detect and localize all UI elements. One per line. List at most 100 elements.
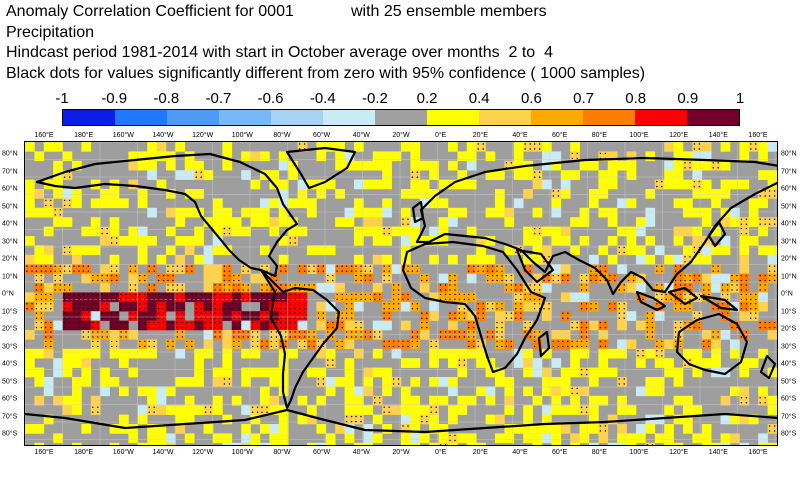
correlation-cell [175,348,186,359]
correlation-cell [476,339,486,350]
significance-dot [355,321,357,324]
significance-dot [463,317,466,319]
correlation-cell [90,217,101,227]
correlation-cell [372,254,383,265]
significance-dot [68,265,71,267]
significance-dot [684,364,686,366]
significance-dot [242,284,244,286]
correlation-cell [62,320,73,331]
significance-dot [689,284,691,286]
correlation-cell [222,367,233,378]
significance-dot [661,265,663,267]
significance-dot [195,312,197,314]
significance-dot [661,185,663,188]
correlation-cell [260,283,270,293]
correlation-cell [316,320,327,331]
significance-dot [40,284,43,286]
significance-dot [40,293,43,296]
significance-dot [435,345,437,348]
significance-dot [289,312,291,314]
significance-dot [40,326,43,329]
significance-dot [689,321,691,324]
significance-dot [369,331,372,333]
significance-dot [50,331,52,333]
correlation-cell [777,142,778,152]
correlation-cell [137,339,148,350]
significance-dot [350,293,353,296]
correlation-cell [231,320,242,331]
correlation-cell [335,311,345,321]
correlation-cell [419,283,430,293]
correlation-cell [260,395,270,406]
significance-dot [266,326,268,329]
correlation-cell [297,330,308,340]
correlation-cell [213,367,223,378]
latitude-tick-label: 30°N [2,238,18,245]
coast-south-america [259,268,341,410]
correlation-cell [62,283,73,293]
significance-dot [486,336,489,338]
significance-dot [689,359,691,361]
latitude-tick-label: 50°N [2,203,18,210]
correlation-cell [222,292,233,303]
correlation-cell [636,292,646,303]
correlation-cell [476,264,486,274]
correlation-cell [119,236,129,246]
significance-dot [275,312,278,314]
correlation-cell [109,339,120,350]
correlation-cell [184,160,195,171]
correlation-cell [720,414,731,425]
correlation-cell [570,142,580,152]
correlation-cell [523,264,533,274]
significance-dot [585,303,588,305]
significance-dot [388,317,390,319]
significance-dot [280,321,282,324]
correlation-cell [645,377,656,387]
significance-dot [708,289,710,291]
correlation-cell [551,405,562,415]
significance-dot [87,265,90,267]
correlation-cell [166,283,176,293]
correlation-cell [269,405,280,415]
correlation-cell [767,170,777,180]
significance-dot [251,331,254,333]
longitude-tick-label: 40°W [352,132,370,139]
significance-dot [153,284,155,286]
significance-dot [256,317,259,319]
correlation-cell [250,311,261,321]
significance-dot [110,237,113,239]
correlation-cell [720,160,731,171]
significance-dot [397,378,400,380]
significance-dot [110,270,113,272]
correlation-cell [607,273,618,284]
correlation-cell [664,424,674,434]
significance-dot [717,265,719,267]
significance-dot [195,298,197,301]
significance-dot [214,321,216,324]
significance-dot [186,340,188,343]
correlation-cell [429,170,439,180]
colorbar-segment [63,110,115,125]
significance-dot [689,298,691,301]
significance-dot [148,345,150,348]
significance-dot [200,293,202,296]
correlation-cell [438,198,449,209]
significance-dot [501,265,503,267]
correlation-cell [288,170,298,180]
correlation-cell [401,442,411,445]
correlation-cell [119,358,129,368]
significance-dot [750,148,752,150]
correlation-cell [645,320,656,331]
significance-dot [313,336,315,338]
longitude-tick-label: 140°E [708,132,728,139]
correlation-cell [128,348,139,359]
significance-dot [374,293,376,296]
significance-dot [35,326,38,329]
significance-dot [740,284,743,286]
correlation-cell [720,311,731,321]
significance-dot [520,289,522,291]
significance-dot [463,331,466,333]
correlation-cell [448,358,458,368]
correlation-cell [241,424,251,434]
significance-dot [125,326,127,329]
